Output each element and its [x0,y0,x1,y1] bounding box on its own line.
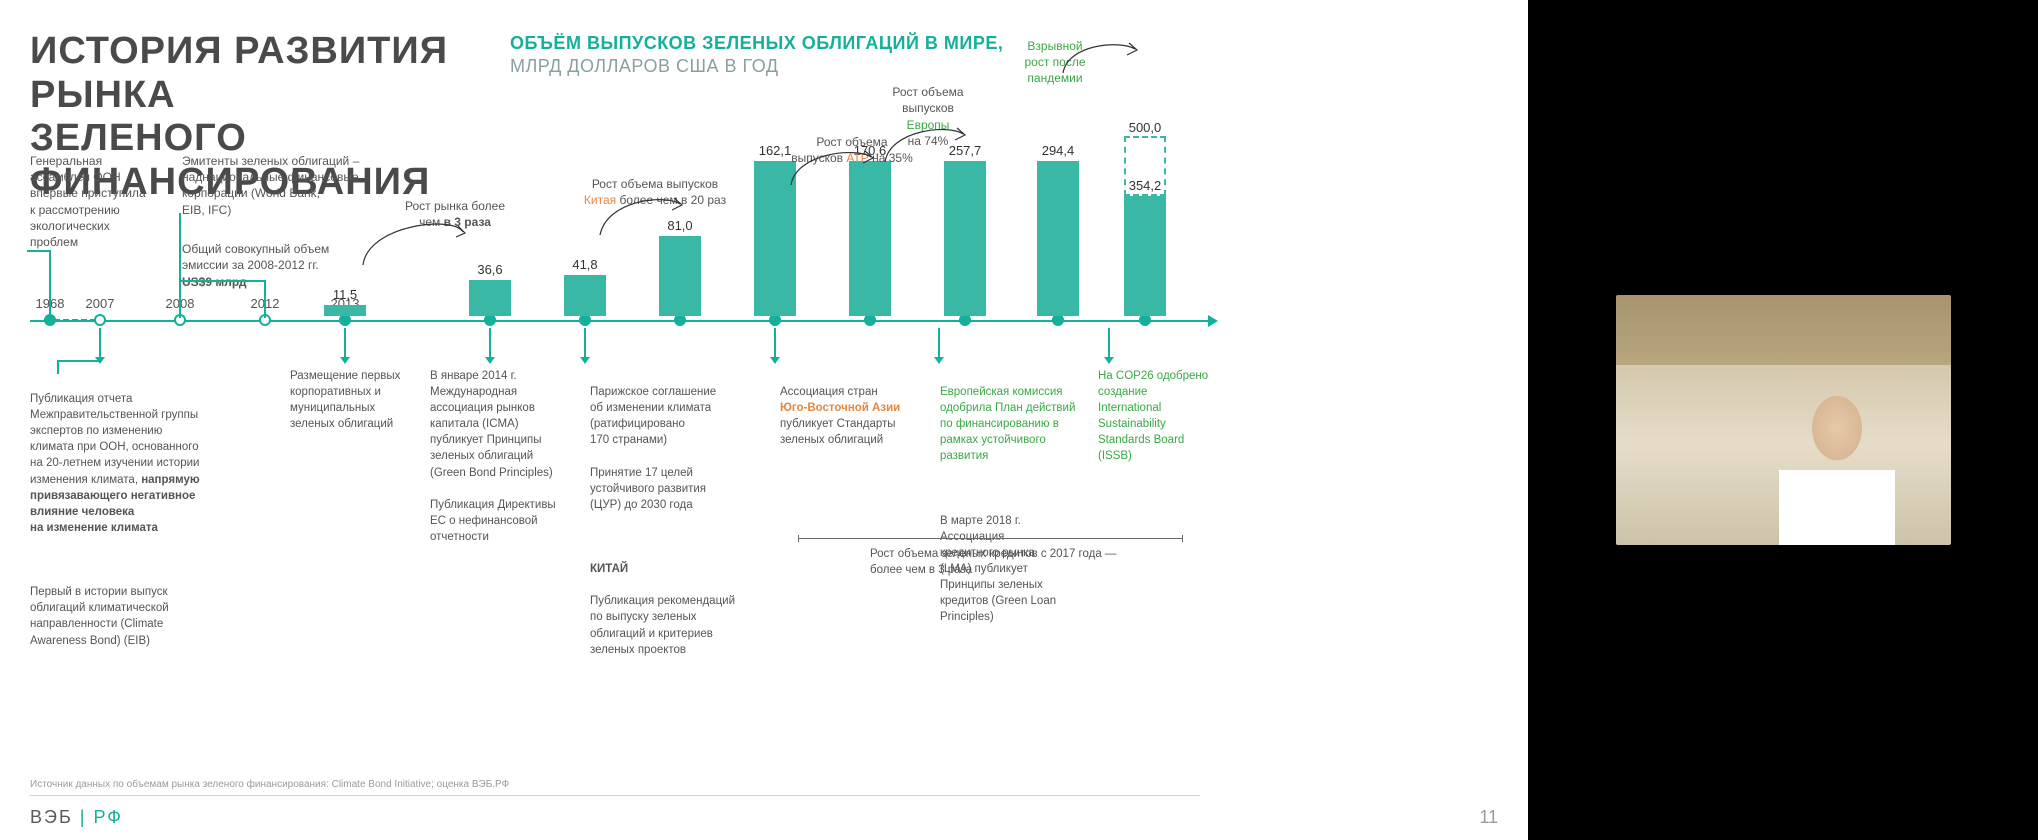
down-2013-tip [340,357,350,364]
anno-1968: Генеральная ассамблея ООН впервые присту… [30,153,160,250]
bar-value-2015: 41,8 [572,257,597,272]
bar-value-2014: 36,6 [477,262,502,277]
note-2015-china-head: КИТАЙ [590,563,628,575]
title-line-1: ИСТОРИЯ РАЗВИТИЯ РЫНКА [30,30,448,116]
arrow-2016 [595,190,685,240]
green-loans-note: Рост объема зеленых кредитов с 2017 года… [870,546,1190,578]
bar-2021E: 354,2 [1124,196,1166,316]
down-2021-tip [1104,357,1114,364]
down-2013 [344,328,346,358]
bar-2016: 81,0 [659,236,701,316]
page-number: 11 [1479,807,1498,828]
slide: ИСТОРИЯ РАЗВИТИЯ РЫНКА ЗЕЛЕНОГО ФИНАНСИР… [0,0,1528,840]
bar-2019: 257,7 [944,161,986,316]
note-2014: В январе 2014 г. Международная ассоциаци… [430,368,580,545]
bar-2015: 41,8 [564,275,606,316]
arrow-2019 [880,122,968,167]
note-2017-post: публикует Стандарты зеленых облигаций [780,418,896,446]
arrow-2021 [1058,38,1140,78]
down-2017-tip [770,357,780,364]
source-rule [30,795,1200,796]
year-label-2007: 2007 [86,296,115,311]
note-2021: На COP26 одобрено создание International… [1098,368,1238,465]
note-2015-b: Публикация рекомендаций по выпуску зелен… [590,595,735,655]
down-2018-tip [934,357,944,364]
note-2015-a: Парижское соглашение об изменении климат… [590,386,716,511]
anno-2019-pre: Рост объема выпусков [892,85,963,115]
source-text: Источник данных по объемам рынка зеленог… [30,779,509,790]
down-2018 [938,328,940,358]
footer-logo: ВЭБ | РФ [30,807,123,828]
down-2007-v2 [57,360,59,374]
down-2014-tip [485,357,495,364]
note-2018-green: Европейская комиссия одобрила План дейст… [940,386,1075,462]
chart-title-1: ОБЪЁМ ВЫПУСКОВ ЗЕЛЕНЫХ ОБЛИГАЦИЙ В МИРЕ, [510,33,1003,54]
conn-2012-v [264,280,266,318]
conn-2008-v [179,213,181,318]
arrow-2013 [358,210,468,270]
logo-veb: ВЭБ [30,807,73,827]
down-2007 [99,328,101,358]
webcam-panel [1528,0,2038,840]
note-2013: Размещение первых корпоративных и муници… [290,368,425,432]
bar-2020: 294,4 [1037,161,1079,316]
note-2017-pre: Ассоциация стран [780,386,878,398]
note-2015: Парижское соглашение об изменении климат… [590,368,760,658]
note-2017-orange: Юго-Восточной Азии [780,402,900,414]
bar-forecast-value-2021E: 500,0 [1129,120,1162,135]
anno-2007-emitters: Эмитенты зеленых облигаций – наднационал… [182,153,392,218]
down-2015-tip [580,357,590,364]
conn-2008-2012-h [179,280,266,282]
note-2007-a-text: Публикация отчета Межправительственной г… [30,393,199,485]
presenter-video [1616,295,1951,545]
arrow-2018 [786,145,876,190]
axis-dash-1968-2007 [54,319,96,321]
logo-rf: РФ [93,807,123,827]
down-2007-h [57,360,99,362]
conn-1968-v [49,250,51,318]
conn-1968-h [27,250,49,252]
green-loans-bracket [798,538,1183,539]
down-2021 [1108,328,1110,358]
note-2007-b: Первый в истории выпуск облигаций климат… [30,586,169,646]
bar-2013: 11,5 [324,305,366,316]
note-2017: Ассоциация стран Юго-Восточной Азии публ… [780,368,930,448]
anno-2007-total-text: Общий совокупный объем эмиссии за 2008-2… [182,242,329,272]
down-2015 [584,328,586,358]
bar-value-2020: 294,4 [1042,143,1075,158]
note-2018: Европейская комиссия одобрила План дейст… [940,368,1090,626]
bar-forecast-2021E: 500,0 [1124,136,1166,196]
down-2017 [774,328,776,358]
x-axis [30,320,1210,322]
note-2007: Публикация отчета Межправительственной г… [30,375,240,649]
tick-2007 [94,314,106,326]
down-2014 [489,328,491,358]
bar-2014: 36,6 [469,280,511,316]
